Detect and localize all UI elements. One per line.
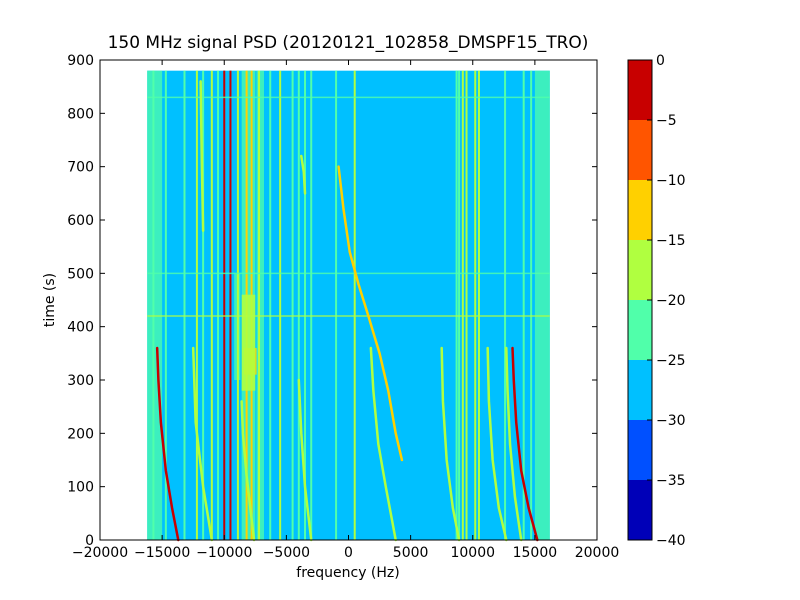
y-tick-label: 500 (67, 266, 94, 282)
x-tick-label: −15000 (134, 545, 190, 561)
colorbar-tick-label: −30 (656, 413, 686, 429)
heatmap-doppler-curve (486, 346, 508, 542)
colorbar-tick-label: −25 (656, 353, 686, 369)
colorbar-tick-label: −5 (656, 113, 677, 129)
y-tick-label: 300 (67, 373, 94, 389)
colorbar-tick-label: 0 (656, 53, 665, 69)
heatmap-blob (241, 294, 256, 391)
x-axis: −20000 −15000 −10000 −5000 0 5000 10000 15000 20… (72, 60, 619, 561)
colorbar-tick-label: −35 (656, 473, 686, 489)
colorbar-segment (628, 360, 652, 420)
heatmap-doppler-curve (155, 346, 180, 542)
heatmap-doppler-curve (505, 346, 523, 542)
colorbar-tick-label: −10 (656, 173, 686, 189)
heatmap-band (256, 70, 265, 541)
x-tick-label: 10000 (450, 545, 495, 561)
x-tick-label: 20000 (575, 545, 620, 561)
y-tick-label: 200 (67, 426, 94, 442)
colorbar-segment (628, 420, 652, 480)
x-axis-label: frequency (Hz) (296, 565, 399, 581)
colorbar: −40 −35 −30 −25 −20 −15 −10 −5 0 (627, 53, 686, 549)
chart-title: 150 MHz signal PSD (20120121_102858_DMSP… (108, 33, 589, 53)
heatmap-data (147, 70, 550, 542)
colorbar-segment (628, 60, 652, 120)
colorbar-segment (628, 240, 652, 300)
heatmap-doppler-curve (199, 80, 205, 232)
colorbar-segment (628, 180, 652, 240)
y-axis: 0 100 200 300 400 500 600 700 800 900 (67, 53, 597, 549)
colorbar-tick-label: −20 (656, 293, 686, 309)
plot-area: −20000 −15000 −10000 −5000 0 5000 10000 15000 20… (67, 53, 619, 561)
y-tick-label: 700 (67, 160, 94, 176)
y-tick-label: 400 (67, 320, 94, 336)
x-tick-label: 15000 (513, 545, 558, 561)
heatmap-doppler-curve (369, 346, 397, 542)
heatmap-doppler-curve (297, 378, 313, 542)
x-tick-label: −5000 (263, 545, 310, 561)
heatmap-doppler-curve (240, 400, 256, 542)
x-tick-label: 0 (344, 545, 353, 561)
heatmap-doppler-curve (191, 346, 214, 542)
colorbar-tick-label: −15 (656, 233, 686, 249)
y-axis-label: time (s) (42, 273, 58, 327)
x-tick-label: 5000 (393, 545, 429, 561)
x-tick-label: −20000 (72, 545, 128, 561)
y-tick-label: 100 (67, 480, 94, 496)
x-tick-label: −10000 (196, 545, 252, 561)
colorbar-segment (628, 120, 652, 180)
y-tick-label: 900 (67, 53, 94, 69)
heatmap-band (534, 70, 550, 541)
heatmap-doppler-curve (300, 154, 307, 195)
heatmap-band (147, 70, 163, 541)
y-tick-label: 600 (67, 213, 94, 229)
heatmap-doppler-curve (511, 346, 539, 542)
heatmap-doppler-curve (440, 346, 461, 542)
colorbar-segment (628, 300, 652, 360)
heatmap-doppler-curve (337, 165, 404, 462)
heatmap-background (147, 70, 550, 541)
y-tick-label: 800 (67, 106, 94, 122)
colorbar-tick-label: −40 (656, 533, 686, 549)
colorbar-segment (628, 480, 652, 540)
y-tick-label: 0 (85, 533, 94, 549)
